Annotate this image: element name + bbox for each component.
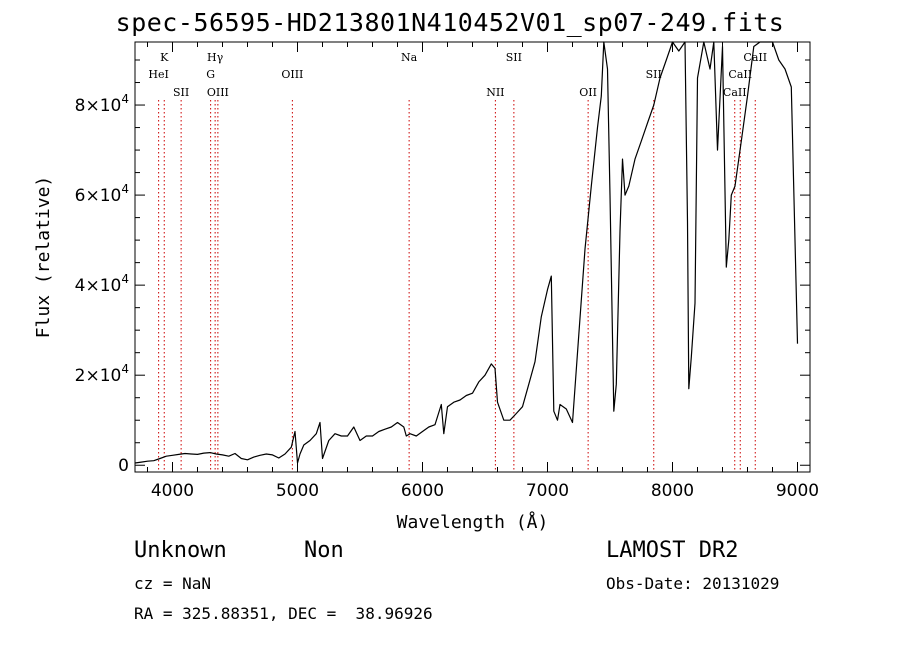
- spectral-line-label: OIII: [281, 68, 303, 81]
- spectral-line-label: CaII: [728, 68, 752, 81]
- spectral-line-label: NII: [486, 86, 504, 99]
- plot-frame: [134, 41, 811, 473]
- x-tick-label: 9000: [776, 481, 819, 501]
- y-tick-label: 6×104: [75, 182, 129, 206]
- spectrum-line: [134, 41, 799, 464]
- y-tick-label: 2×104: [75, 362, 129, 386]
- class-name: Unknown: [134, 538, 227, 563]
- redshift-readout: cz = NaN: [134, 574, 212, 593]
- spectral-line-label: CaII: [723, 86, 747, 99]
- y-tick-label: 8×104: [75, 92, 129, 116]
- spectral-line-label: HeI: [148, 68, 168, 81]
- spectral-line-label: G: [206, 68, 215, 81]
- y-tick-label: 4×104: [75, 272, 129, 296]
- spectral-line-label: SII: [646, 68, 662, 81]
- subclass: Non: [304, 538, 344, 563]
- spectral-line-label: OII: [579, 86, 597, 99]
- y-tick-label: 0: [118, 456, 129, 476]
- x-tick-label: 8000: [651, 481, 694, 501]
- spectral-line-label: K: [160, 51, 169, 64]
- spectral-line-label: Hγ: [207, 51, 224, 64]
- spectral-line-label: SII: [173, 86, 189, 99]
- spectral-line-label: Na: [401, 51, 418, 64]
- x-tick-label: 4000: [151, 481, 194, 501]
- y-axis-label: Flux (relative): [33, 176, 54, 339]
- obs-date: Obs-Date: 20131029: [606, 574, 780, 593]
- chart-title: spec-56595-HD213801N410452V01_sp07-249.f…: [115, 8, 785, 37]
- spectral-line-label: SII: [506, 51, 522, 64]
- x-tick-label: 7000: [526, 481, 569, 501]
- survey-name: LAMOST DR2: [606, 538, 739, 563]
- spectral-line-label: OIII: [207, 86, 229, 99]
- x-tick-label: 5000: [276, 481, 319, 501]
- spectral-line-label: CaII: [743, 51, 767, 64]
- x-axis-label: Wavelength (Å): [397, 511, 549, 533]
- coordinates: RA = 325.88351, DEC = 38.96926: [134, 604, 433, 623]
- x-tick-label: 6000: [401, 481, 444, 501]
